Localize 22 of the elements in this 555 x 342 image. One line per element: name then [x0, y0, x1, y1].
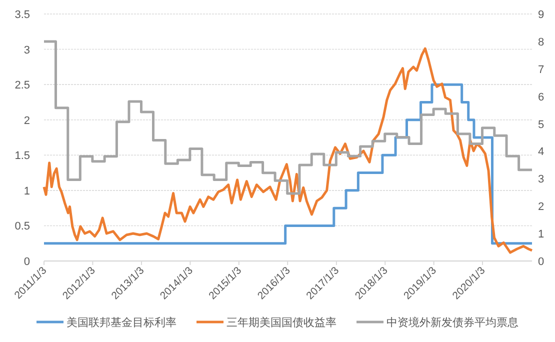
- legend-label: 中资境外新发债券平均票息: [386, 316, 518, 329]
- y-tick-label: 3.5: [14, 9, 30, 21]
- y-tick-label: 0: [24, 256, 30, 268]
- y-tick-label: 1.5: [14, 150, 30, 162]
- y2-tick-label: 8: [538, 36, 544, 48]
- y-tick-label: 3: [24, 44, 30, 56]
- y2-tick-label: 4: [538, 146, 544, 158]
- y-tick-label: 1: [24, 185, 30, 198]
- y-tick-label: 0.5: [14, 220, 30, 233]
- legend-label: 美国联邦基金目标利率: [66, 316, 176, 329]
- y2-tick-label: 3: [538, 174, 544, 186]
- legend-label: 三年期美国国债收益率: [226, 316, 336, 329]
- y-tick-label: 2: [24, 114, 30, 127]
- y2-tick-label: 0: [538, 256, 544, 268]
- y2-tick-label: 1: [538, 228, 544, 241]
- y2-tick-label: 6: [538, 91, 544, 104]
- y2-tick-label: 5: [538, 118, 544, 131]
- y2-tick-label: 2: [538, 201, 544, 214]
- y2-tick-label: 7: [538, 64, 544, 76]
- line-series: [42, 47, 534, 254]
- y-tick-label: 2.5: [14, 80, 30, 92]
- y2-tick-label: 9: [538, 9, 544, 21]
